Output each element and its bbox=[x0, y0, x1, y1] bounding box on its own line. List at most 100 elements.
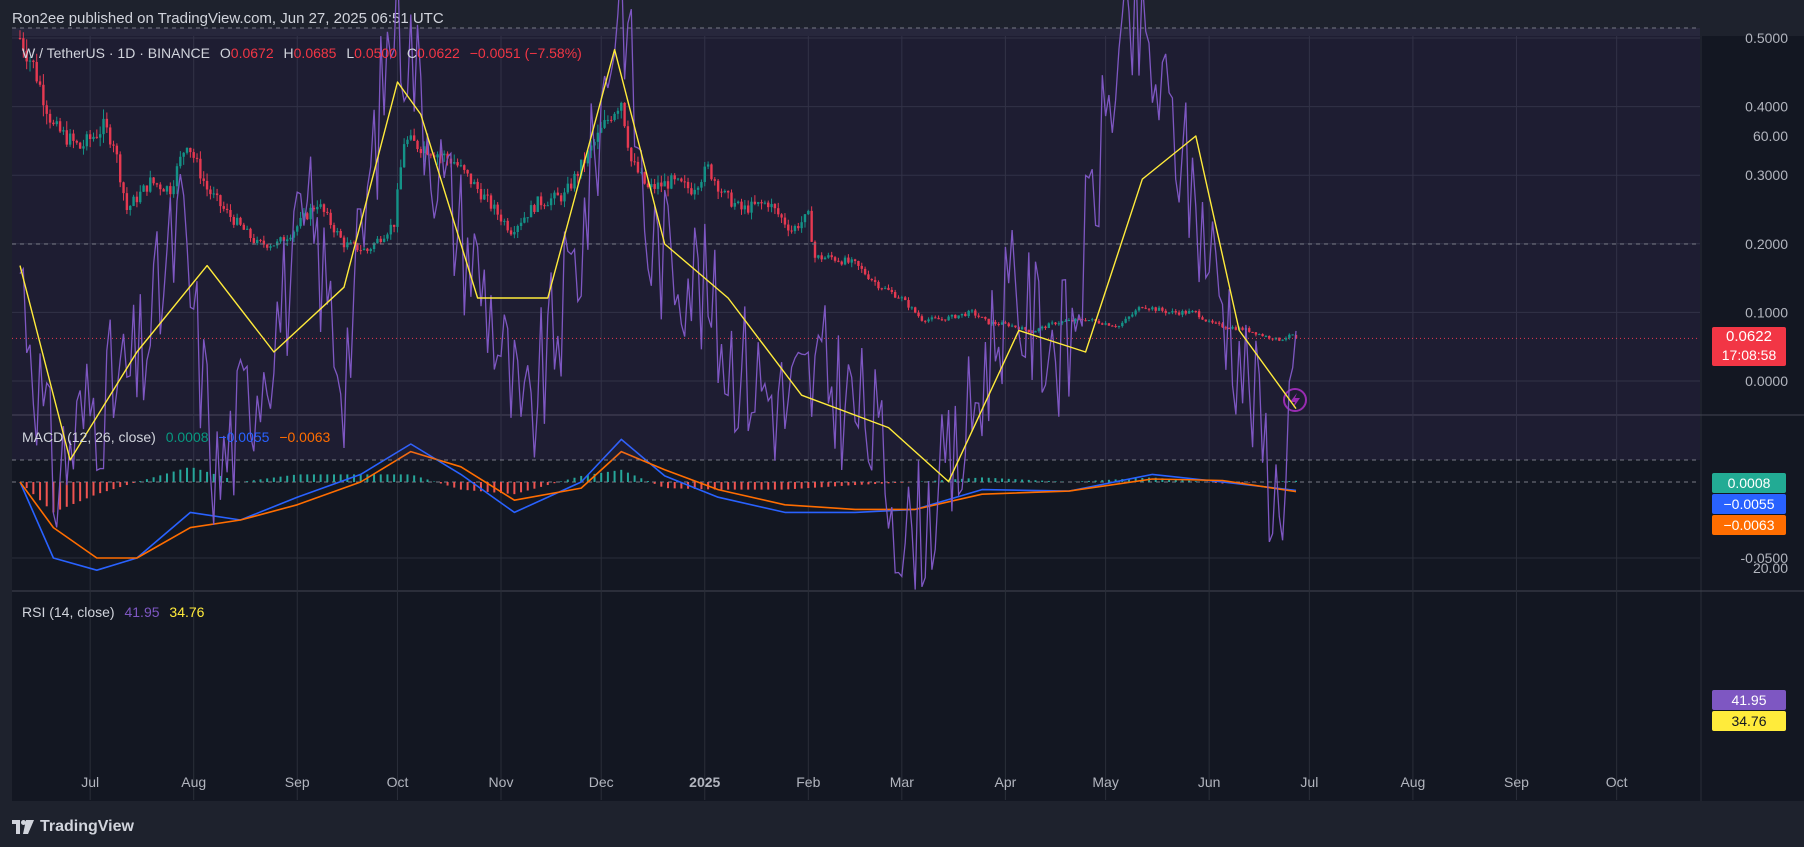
candle-body bbox=[626, 126, 630, 148]
candle-body bbox=[1278, 337, 1281, 341]
candle-body bbox=[493, 204, 496, 209]
candle-body bbox=[827, 255, 830, 258]
candle-body bbox=[78, 142, 82, 149]
candle-body bbox=[533, 205, 536, 212]
candle-body bbox=[1134, 310, 1137, 315]
candle-body bbox=[195, 157, 199, 159]
candle-body bbox=[553, 192, 556, 199]
macd-signal-value: −0.0063 bbox=[279, 429, 331, 445]
candle-body bbox=[249, 228, 252, 239]
candle-body bbox=[162, 189, 165, 192]
candle-body bbox=[362, 248, 366, 251]
candle-body bbox=[870, 279, 873, 281]
candle-body bbox=[165, 186, 169, 192]
candle-body bbox=[1221, 323, 1224, 328]
tradingview-logo[interactable]: TradingView bbox=[12, 818, 134, 836]
candle-body bbox=[346, 242, 349, 248]
candle-body bbox=[239, 217, 242, 225]
candle-body bbox=[1084, 320, 1087, 322]
candle-body bbox=[1114, 325, 1117, 327]
candle-body bbox=[579, 159, 583, 176]
candle-body bbox=[399, 167, 402, 190]
rsi-axis-label: 20.00 bbox=[1753, 560, 1788, 576]
candle-body bbox=[569, 183, 573, 189]
candle-body bbox=[169, 186, 172, 195]
candle-body bbox=[175, 166, 179, 187]
candle-body bbox=[1157, 307, 1161, 311]
time-axis-label: Sep bbox=[1504, 774, 1529, 790]
candle-body bbox=[914, 307, 917, 313]
candle-body bbox=[422, 146, 426, 154]
time-axis-label: Feb bbox=[796, 774, 820, 790]
candle-body bbox=[125, 193, 129, 211]
candle-body bbox=[72, 133, 75, 141]
candle-body bbox=[139, 191, 142, 203]
candle-body bbox=[379, 238, 382, 242]
macd-line-value: −0.0055 bbox=[218, 429, 270, 445]
candle-body bbox=[630, 147, 633, 162]
macd-signal-line bbox=[19, 450, 1297, 559]
macd-title: MACD (12, 26, close) bbox=[22, 429, 156, 445]
candle-body bbox=[98, 134, 102, 138]
candle-body bbox=[800, 222, 803, 229]
candle-body bbox=[690, 188, 693, 195]
candle-body bbox=[1020, 327, 1024, 330]
candle-body bbox=[937, 317, 940, 320]
candle-body bbox=[219, 195, 222, 207]
candle-body bbox=[1121, 322, 1124, 327]
candle-body bbox=[1101, 323, 1104, 325]
time-axis-label: Aug bbox=[181, 774, 206, 790]
candle-body bbox=[1171, 311, 1174, 313]
candle-body bbox=[706, 164, 710, 167]
candle-body bbox=[459, 165, 463, 167]
candle-body bbox=[1117, 326, 1121, 328]
candle-body bbox=[339, 230, 342, 238]
candle-body bbox=[513, 232, 516, 235]
candle-body bbox=[526, 217, 529, 219]
candle-body bbox=[439, 154, 443, 156]
candle-body bbox=[473, 181, 476, 185]
candle-body bbox=[409, 135, 413, 140]
candle-body bbox=[155, 183, 159, 185]
candle-body bbox=[1024, 327, 1027, 330]
plot-area bbox=[12, 36, 1700, 801]
candle-body bbox=[259, 239, 262, 241]
lightning-bolt-icon[interactable] bbox=[1283, 388, 1307, 412]
candle-body bbox=[910, 307, 914, 309]
candle-body bbox=[75, 140, 78, 143]
candle-body bbox=[753, 201, 757, 204]
candle-body bbox=[105, 118, 109, 128]
candle-body bbox=[1104, 323, 1107, 325]
candle-body bbox=[102, 118, 105, 135]
candle-body bbox=[726, 190, 730, 193]
time-axis-label: Aug bbox=[1400, 774, 1425, 790]
candle-body bbox=[646, 183, 650, 188]
candle-body bbox=[332, 225, 336, 233]
candle-body bbox=[1087, 320, 1091, 322]
candle-body bbox=[469, 173, 473, 185]
candle-body bbox=[807, 210, 810, 215]
candle-body bbox=[506, 220, 509, 231]
time-axis-label: Nov bbox=[489, 774, 514, 790]
rsi-ma-line bbox=[19, 48, 1297, 483]
candle-body bbox=[1027, 329, 1030, 333]
candle-body bbox=[92, 136, 95, 140]
candle-body bbox=[1201, 317, 1204, 320]
macd-legend: MACD (12, 26, close) 0.0008 −0.0055 −0.0… bbox=[22, 429, 330, 445]
candle-body bbox=[713, 179, 716, 181]
candle-body bbox=[306, 213, 309, 220]
candle-body bbox=[1197, 311, 1201, 318]
candle-body bbox=[1097, 320, 1101, 324]
candle-body bbox=[489, 195, 493, 209]
candle-body bbox=[600, 127, 603, 133]
time-axis-label: Sep bbox=[285, 774, 310, 790]
candle-body bbox=[650, 184, 653, 188]
macd-hist-tag: 0.0008 bbox=[1712, 473, 1786, 493]
candle-body bbox=[205, 180, 209, 190]
chart-canvas[interactable]: Jul Aug Sep Oct Nov Dec 2025 Feb Mar Apr May Jun Jul… bbox=[0, 0, 1804, 806]
candle-body bbox=[1187, 311, 1191, 314]
candle-body bbox=[486, 194, 489, 196]
candle-body bbox=[873, 280, 877, 282]
candle-body bbox=[349, 242, 352, 244]
candle-body bbox=[302, 213, 306, 218]
